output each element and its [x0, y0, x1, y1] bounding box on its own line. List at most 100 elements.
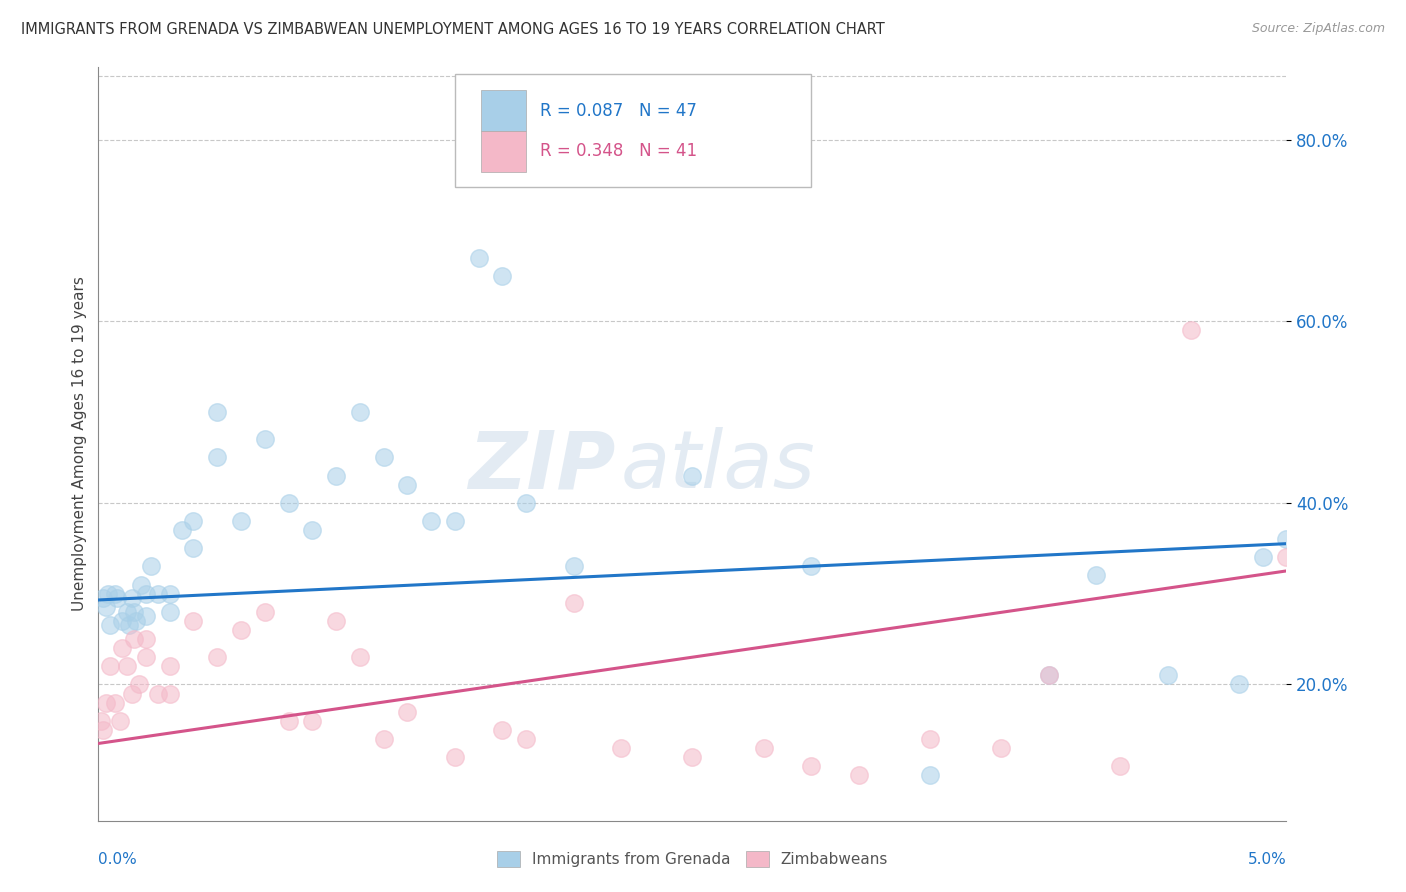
Point — [170, 523, 193, 537]
Point — [373, 731, 395, 746]
Point — [229, 514, 252, 528]
Y-axis label: Unemployment Among Ages 16 to 19 years: Unemployment Among Ages 16 to 19 years — [72, 277, 87, 611]
Point — [349, 650, 371, 665]
Point — [115, 605, 138, 619]
Point — [1275, 550, 1298, 565]
Point — [98, 618, 121, 632]
Point — [159, 586, 181, 600]
Point — [1227, 677, 1250, 691]
Point — [91, 591, 114, 606]
Text: ZIP: ZIP — [468, 427, 616, 506]
Text: Source: ZipAtlas.com: Source: ZipAtlas.com — [1251, 22, 1385, 36]
Point — [135, 632, 157, 646]
Point — [349, 405, 371, 419]
Point — [373, 450, 395, 465]
Point — [135, 586, 157, 600]
Point — [104, 696, 127, 710]
FancyBboxPatch shape — [456, 74, 811, 187]
Point — [94, 600, 117, 615]
Point — [205, 650, 228, 665]
Point — [111, 614, 134, 628]
Point — [1275, 532, 1298, 546]
Point — [159, 686, 181, 700]
Point — [610, 741, 633, 756]
FancyBboxPatch shape — [481, 90, 526, 131]
Text: 5.0%: 5.0% — [1247, 853, 1286, 867]
Point — [325, 468, 347, 483]
Point — [146, 586, 169, 600]
Point — [920, 768, 942, 782]
Point — [183, 614, 205, 628]
Point — [122, 605, 145, 619]
Text: IMMIGRANTS FROM GRENADA VS ZIMBABWEAN UNEMPLOYMENT AMONG AGES 16 TO 19 YEARS COR: IMMIGRANTS FROM GRENADA VS ZIMBABWEAN UN… — [21, 22, 884, 37]
Point — [205, 405, 228, 419]
Point — [121, 591, 143, 606]
Point — [1251, 550, 1274, 565]
Point — [325, 614, 347, 628]
Point — [920, 731, 942, 746]
Point — [229, 623, 252, 637]
Point — [205, 450, 228, 465]
Point — [253, 605, 276, 619]
Text: R = 0.087   N = 47: R = 0.087 N = 47 — [540, 102, 697, 120]
Point — [91, 723, 114, 737]
Point — [1038, 668, 1060, 682]
Point — [277, 496, 299, 510]
Point — [491, 723, 513, 737]
Point — [396, 477, 419, 491]
Point — [990, 741, 1012, 756]
Point — [125, 614, 148, 628]
Point — [118, 618, 141, 632]
Point — [515, 496, 537, 510]
Point — [108, 714, 131, 728]
Point — [107, 591, 129, 606]
Point — [139, 559, 162, 574]
Point — [94, 696, 117, 710]
Point — [277, 714, 299, 728]
Point — [752, 741, 775, 756]
Point — [1156, 668, 1178, 682]
Legend: Immigrants from Grenada, Zimbabweans: Immigrants from Grenada, Zimbabweans — [491, 845, 894, 873]
Point — [443, 750, 465, 764]
Point — [443, 514, 465, 528]
Point — [848, 768, 870, 782]
Point — [1109, 759, 1132, 773]
Point — [121, 686, 143, 700]
Text: atlas: atlas — [621, 427, 815, 506]
Point — [159, 659, 181, 673]
Point — [90, 714, 112, 728]
Point — [562, 596, 585, 610]
Point — [1038, 668, 1060, 682]
Point — [1085, 568, 1108, 582]
Point — [681, 468, 703, 483]
Point — [800, 759, 823, 773]
Point — [301, 714, 323, 728]
Point — [97, 586, 120, 600]
Point — [491, 268, 513, 283]
Point — [562, 559, 585, 574]
Point — [104, 586, 127, 600]
Point — [122, 632, 145, 646]
Point — [98, 659, 121, 673]
FancyBboxPatch shape — [481, 130, 526, 172]
Point — [396, 705, 419, 719]
Point — [467, 251, 489, 265]
Point — [253, 432, 276, 446]
Point — [681, 750, 703, 764]
Point — [301, 523, 323, 537]
Point — [128, 677, 150, 691]
Point — [135, 650, 157, 665]
Point — [800, 559, 823, 574]
Text: 0.0%: 0.0% — [98, 853, 138, 867]
Point — [515, 731, 537, 746]
Point — [115, 659, 138, 673]
Point — [1180, 323, 1202, 337]
Text: R = 0.348   N = 41: R = 0.348 N = 41 — [540, 143, 697, 161]
Point — [159, 605, 181, 619]
Point — [146, 686, 169, 700]
Point — [183, 514, 205, 528]
Point — [129, 577, 152, 591]
Point — [135, 609, 157, 624]
Point — [111, 641, 134, 656]
Point — [420, 514, 443, 528]
